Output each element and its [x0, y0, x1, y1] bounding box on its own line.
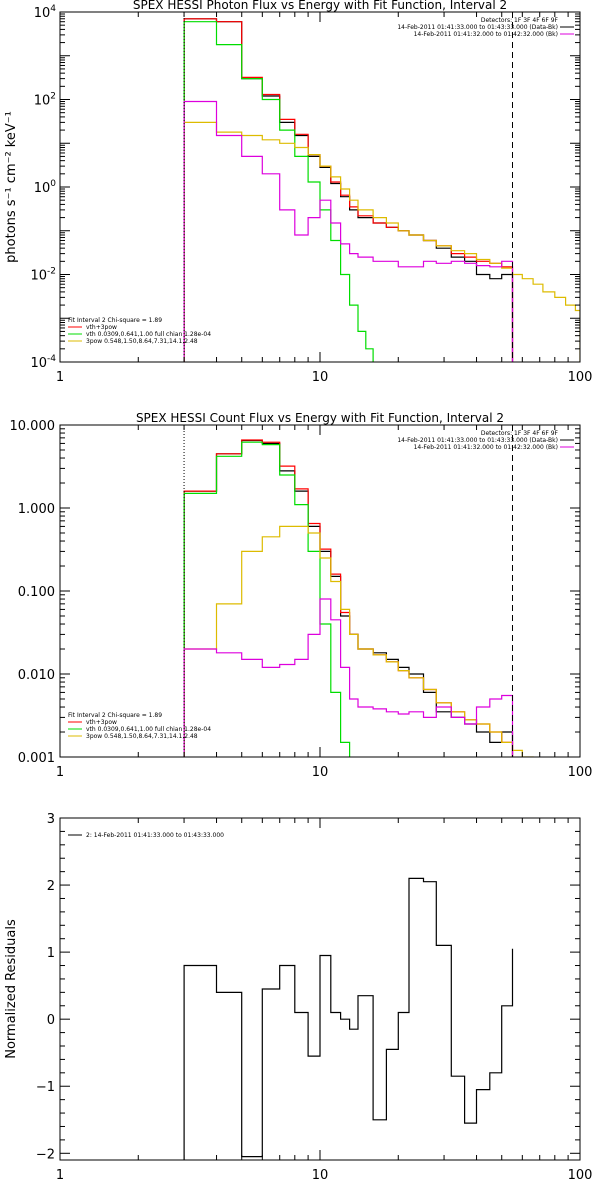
y-tick-exponent: -4	[47, 354, 56, 364]
y-tick-base: 10	[34, 94, 51, 109]
series-4-line	[183, 100, 514, 362]
y-tick-exponent: 0	[50, 179, 56, 189]
y-tick-exponent: 2	[50, 92, 56, 102]
x-ticks: 1 10 100	[56, 818, 593, 1183]
legend-entry: vth 0.0309,0.641,1.00 full chian 1.28e-0…	[86, 331, 211, 338]
y-tick-label: 10-2	[30, 267, 56, 284]
legend-entry: 14-Feb-2011 01:41:32.000 to 01:42:32.000…	[414, 31, 558, 38]
y-ticks: 3 2 1 0 −1 −2	[36, 812, 580, 1162]
legend-entry: 3pow 0.548,1.50,8.64,7.31,14.1,2.48	[86, 338, 198, 345]
chart-title: SPEX HESSI Photon Flux vs Energy with Fi…	[133, 0, 507, 12]
legend-entry: Detectors: 1F 3F 4F 6F 9F	[481, 430, 559, 437]
y-axis-label: Normalized Residuals	[4, 919, 19, 1059]
y-tick-label: 0.100	[18, 585, 55, 600]
y-tick-base: 10	[34, 181, 51, 196]
series-group	[183, 439, 534, 757]
legend-entry: 14-Feb-2011 01:41:32.000 to 01:42:32.000…	[414, 444, 558, 451]
series-1-line	[183, 18, 514, 362]
legend-entry: 14-Feb-2011 01:41:33.000 to 01:43:33.000…	[397, 437, 558, 444]
y-tick-base: 10	[30, 269, 47, 284]
x-tick-label: 1	[56, 765, 64, 780]
y-tick-label: 0	[47, 1013, 55, 1028]
y-ticks: 10.000 1.000 0.100 0.010 0.001	[10, 419, 580, 766]
x-tick-label: 10	[312, 1168, 329, 1183]
y-tick-label: 104	[34, 4, 57, 21]
y-tick-exponent: 4	[50, 4, 56, 14]
series-3-line	[183, 525, 534, 757]
y-tick-label: 102	[34, 92, 56, 109]
y-tick-exponent: -2	[47, 267, 56, 277]
y-tick-label: 0.001	[18, 751, 55, 766]
x-tick-label: 10	[312, 765, 329, 780]
y-tick-label: 100	[34, 179, 57, 196]
y-tick-base: 10	[34, 6, 51, 21]
x-tick-label: 1	[56, 370, 64, 385]
series-0-line	[183, 877, 514, 1160]
series-4-line	[183, 598, 514, 757]
legend-entry: vth 0.0309,0.641,1.00 full chian 1.28e-0…	[86, 726, 211, 733]
legend-entry: 2: 14-Feb-2011 01:41:33.000 to 01:43:33.…	[86, 832, 224, 839]
x-tick-label: 10	[312, 370, 329, 385]
x-tick-label: 1	[56, 1168, 64, 1183]
y-tick-label: 0.010	[18, 668, 55, 683]
y-tick-label: 10.000	[10, 419, 56, 434]
series-3-line	[183, 121, 580, 362]
legend-entry: vth+3pow	[86, 324, 117, 331]
x-tick-label: 100	[568, 765, 593, 780]
y-tick-label: 1.000	[18, 502, 55, 517]
y-tick-label: −1	[36, 1080, 55, 1095]
series-0-line	[183, 18, 514, 362]
chart-count: SPEX HESSI Count Flux vs Energy with Fit…	[10, 411, 593, 780]
y-tick-label: 1	[47, 946, 55, 961]
chart-title: SPEX HESSI Count Flux vs Energy with Fit…	[136, 411, 504, 425]
y-tick-base: 10	[30, 356, 47, 371]
legend-entry: Fit Interval 2 Chi-square = 1.89	[68, 317, 162, 324]
legend-entry: vth+3pow	[86, 719, 117, 726]
y-tick-label: 10-4	[30, 354, 56, 371]
series-2-line	[183, 441, 351, 757]
chart-photon: SPEX HESSI Photon Flux vs Energy with Fi…	[4, 0, 592, 385]
x-ticks: 1 10 100	[56, 12, 593, 385]
series-2-line	[183, 21, 374, 362]
legend-entry: Fit Interval 2 Chi-square = 1.89	[68, 712, 162, 719]
series-group	[183, 877, 514, 1160]
series-group	[183, 18, 580, 362]
x-tick-label: 100	[568, 1168, 593, 1183]
y-tick-label: 3	[47, 812, 55, 827]
x-ticks: 1 10 100	[56, 425, 593, 780]
y-axis-label: photons s⁻¹ cm⁻² keV⁻¹	[4, 111, 19, 263]
legend-entry: 3pow 0.548,1.50,8.64,7.31,14.1,2.48	[86, 733, 198, 740]
y-tick-label: 2	[47, 879, 55, 894]
legend-entry: 14-Feb-2011 01:41:33.000 to 01:43:33.000…	[397, 24, 558, 31]
y-tick-label: −2	[36, 1147, 55, 1162]
x-tick-label: 100	[568, 370, 593, 385]
legend-entry: Detectors: 1F 3F 4F 6F 9F	[481, 17, 559, 24]
